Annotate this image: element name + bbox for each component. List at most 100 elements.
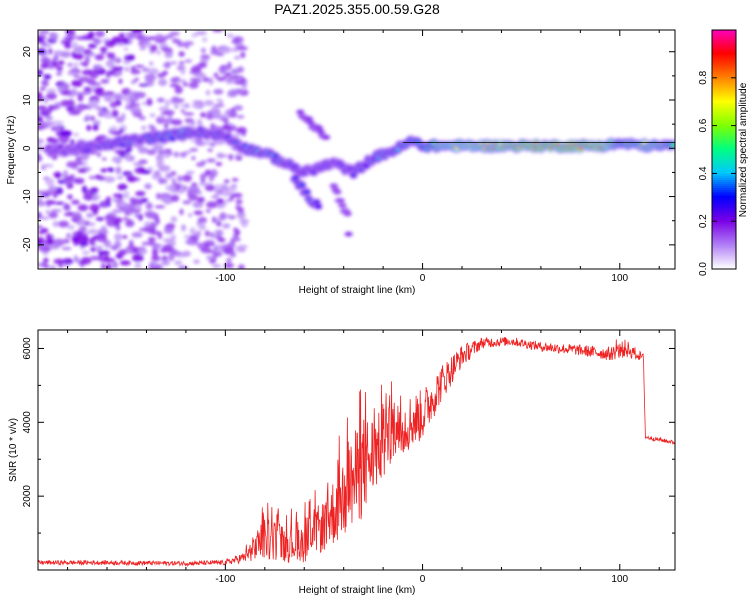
colorbar-segment	[712, 223, 736, 226]
snr-xtick-label: -100	[215, 574, 235, 585]
spectrogram-noise-blob	[158, 78, 168, 87]
spectrogram-noise-blob	[54, 201, 65, 205]
spectrogram-noise-blob	[125, 32, 137, 37]
spectrogram-noise-blob	[232, 89, 245, 94]
spectrogram-noise-blob	[129, 197, 137, 203]
colorbar-segment	[712, 47, 736, 51]
spectrogram-noise-blob	[104, 242, 112, 249]
spectrogram-noise-blob	[185, 170, 195, 175]
spectrogram-noise-blob	[99, 202, 108, 208]
colorbar-segment	[712, 149, 736, 153]
spectrogram-noise-blob	[168, 254, 175, 262]
spectrogram-noise-blob	[114, 233, 122, 241]
spectrogram-noise-blob	[184, 59, 193, 63]
colorbar-segment	[712, 221, 736, 224]
spectrogram-noise-blob	[155, 192, 161, 200]
spectrogram-noise-blob	[200, 160, 207, 165]
colorbar-segment	[712, 203, 736, 206]
spectrogram-noise-blob	[54, 187, 64, 195]
colorbar-segment	[712, 153, 736, 157]
spectrogram-noise-blob	[170, 234, 176, 242]
spectrogram-noise-blob	[107, 168, 115, 173]
colorbar-segment	[712, 177, 736, 180]
colorbar-tick-label: 0.2	[698, 214, 709, 228]
spectrogram-noise-blob	[160, 47, 173, 51]
spectrogram-noise-blob	[169, 61, 178, 65]
colorbar-segment	[712, 247, 736, 250]
snr-ylabel: SNR (10 * v/v)	[8, 418, 19, 482]
colorbar-segment	[712, 237, 736, 240]
colorbar-tick-label: 0.4	[698, 166, 709, 180]
colorbar-segment	[712, 39, 736, 43]
spectrogram-noise-blob	[134, 77, 139, 82]
colorbar-segment	[712, 91, 736, 95]
spectrogram-noise-blob	[114, 72, 123, 76]
figure-title: PAZ1.2025.355.00.59.G28	[274, 1, 440, 17]
spectrogram-noise-blob	[102, 107, 107, 112]
colorbar-segment	[712, 45, 736, 49]
spectrogram-noise-blob	[87, 229, 99, 234]
spectrogram-noise-blob	[100, 225, 108, 234]
colorbar-frame	[711, 29, 737, 270]
colorbar-segment	[712, 267, 736, 270]
spectrogram-noise-blob	[231, 185, 237, 192]
spectrogram-noise-blob	[91, 197, 98, 202]
spectrogram-noise-blob	[105, 196, 112, 203]
spectrogram-noise-blob	[180, 266, 186, 269]
spectrogram-noise-blob	[121, 112, 126, 121]
spectrogram-noise-blob	[67, 225, 75, 230]
spectrogram-noise-blob	[103, 257, 116, 263]
spectrogram-noise-blob	[90, 187, 99, 194]
spectrogram-noise-blob	[118, 78, 123, 85]
colorbar-segment	[712, 235, 736, 238]
spectrogram-noise-blob	[151, 266, 158, 269]
colorbar-segment	[712, 105, 736, 109]
colorbar-segment	[712, 207, 736, 210]
spectrogram-noise-blob	[130, 66, 136, 70]
spectrogram-noise-blob	[161, 255, 169, 261]
spectrogram-branch-ridge-core	[293, 176, 299, 179]
spectrogram-noise-blob	[123, 47, 129, 52]
spectrogram-noise-blob	[170, 194, 180, 202]
spectrogram-branch-ridge-core	[299, 183, 305, 187]
spectrogram-noise-blob	[67, 99, 74, 107]
spectrogram-noise-blob	[40, 62, 49, 69]
spectrogram-noise-blob	[91, 38, 98, 42]
spectrogram-noise-blob	[78, 76, 91, 83]
spectrogram-noise-blob	[132, 162, 144, 166]
spectrogram-upper-ridge-core	[323, 136, 329, 139]
spectrogram-noise-blob	[71, 79, 83, 88]
spectrogram-noise-blob	[197, 118, 203, 127]
spectrogram-noise-blob	[77, 204, 89, 212]
spectrogram-noise-blob	[140, 169, 151, 174]
spectrogram-noise-blob	[217, 237, 226, 243]
spectrogram-noise-blob	[89, 71, 99, 79]
colorbar-segment	[712, 185, 736, 188]
colorbar-segment	[712, 65, 736, 69]
spectrogram-noise-blob	[39, 86, 46, 91]
colorbar-segment	[712, 163, 736, 167]
spectrogram-noise-blob	[189, 227, 196, 235]
spectrogram-noise-blob	[195, 230, 202, 237]
spectrogram-lower-ridge-core	[339, 204, 345, 207]
spectrogram-noise-blob	[225, 80, 235, 85]
spectrogram-lower-ridge-core	[331, 184, 337, 187]
spectrogram-noise-blob	[118, 249, 128, 256]
spectrogram-noise-blob	[48, 105, 59, 111]
spectrogram-noise-blob	[40, 261, 47, 268]
colorbar-segment	[712, 259, 736, 262]
spectrogram-noise-blob	[82, 49, 93, 54]
spectrogram-noise-blob	[171, 119, 183, 126]
spectrogram-noise-blob	[229, 251, 237, 258]
spectrogram-noise-blob	[71, 199, 80, 205]
spectrogram-noise-blob	[75, 91, 87, 97]
colorbar-segment	[712, 41, 736, 45]
spectrogram-noise-blob	[94, 54, 105, 61]
spectrogram-noise-blob	[38, 196, 42, 203]
colorbar-segment	[712, 261, 736, 264]
spectrogram-noise-blob	[86, 124, 92, 131]
spectrogram-noise-blob	[203, 101, 215, 107]
colorbar-tick-label: 0.0	[698, 262, 709, 276]
